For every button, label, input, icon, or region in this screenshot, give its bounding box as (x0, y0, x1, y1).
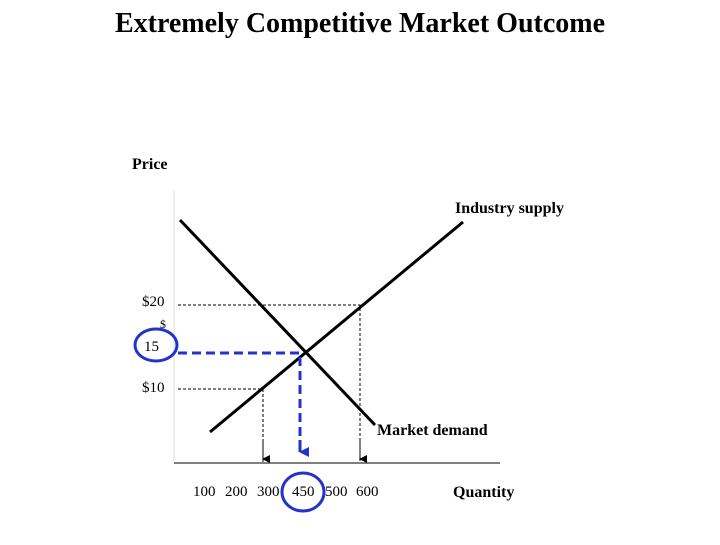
x-axis-label: Quantity (453, 484, 514, 501)
title: Extremely Competitive Market Outcome (115, 8, 605, 39)
demand-label: Market demand (377, 422, 488, 439)
quantity-labels: 100 200 300 450 500 600 (193, 484, 379, 500)
quantity-label: 300 (257, 484, 280, 500)
supply-curve (209, 220, 464, 434)
guide-lines (178, 304, 361, 462)
quantity-label: 500 (325, 484, 348, 500)
price-label: $20 (142, 294, 165, 310)
y-axis-label: Price (132, 156, 168, 173)
quantity-label: 200 (225, 484, 248, 500)
equilibrium-guide (178, 351, 302, 452)
quantity-label: 100 (193, 484, 216, 500)
price-label: 15 (144, 339, 159, 355)
demand-curve (178, 218, 377, 427)
quantity-label: 450 (292, 484, 315, 500)
price-label: $10 (142, 380, 165, 396)
quantity-label: 600 (356, 484, 379, 500)
price-label: $ (160, 317, 166, 331)
highlight-circle (280, 471, 326, 513)
highlight-circle (133, 327, 179, 363)
supply-label: Industry supply (455, 200, 564, 217)
